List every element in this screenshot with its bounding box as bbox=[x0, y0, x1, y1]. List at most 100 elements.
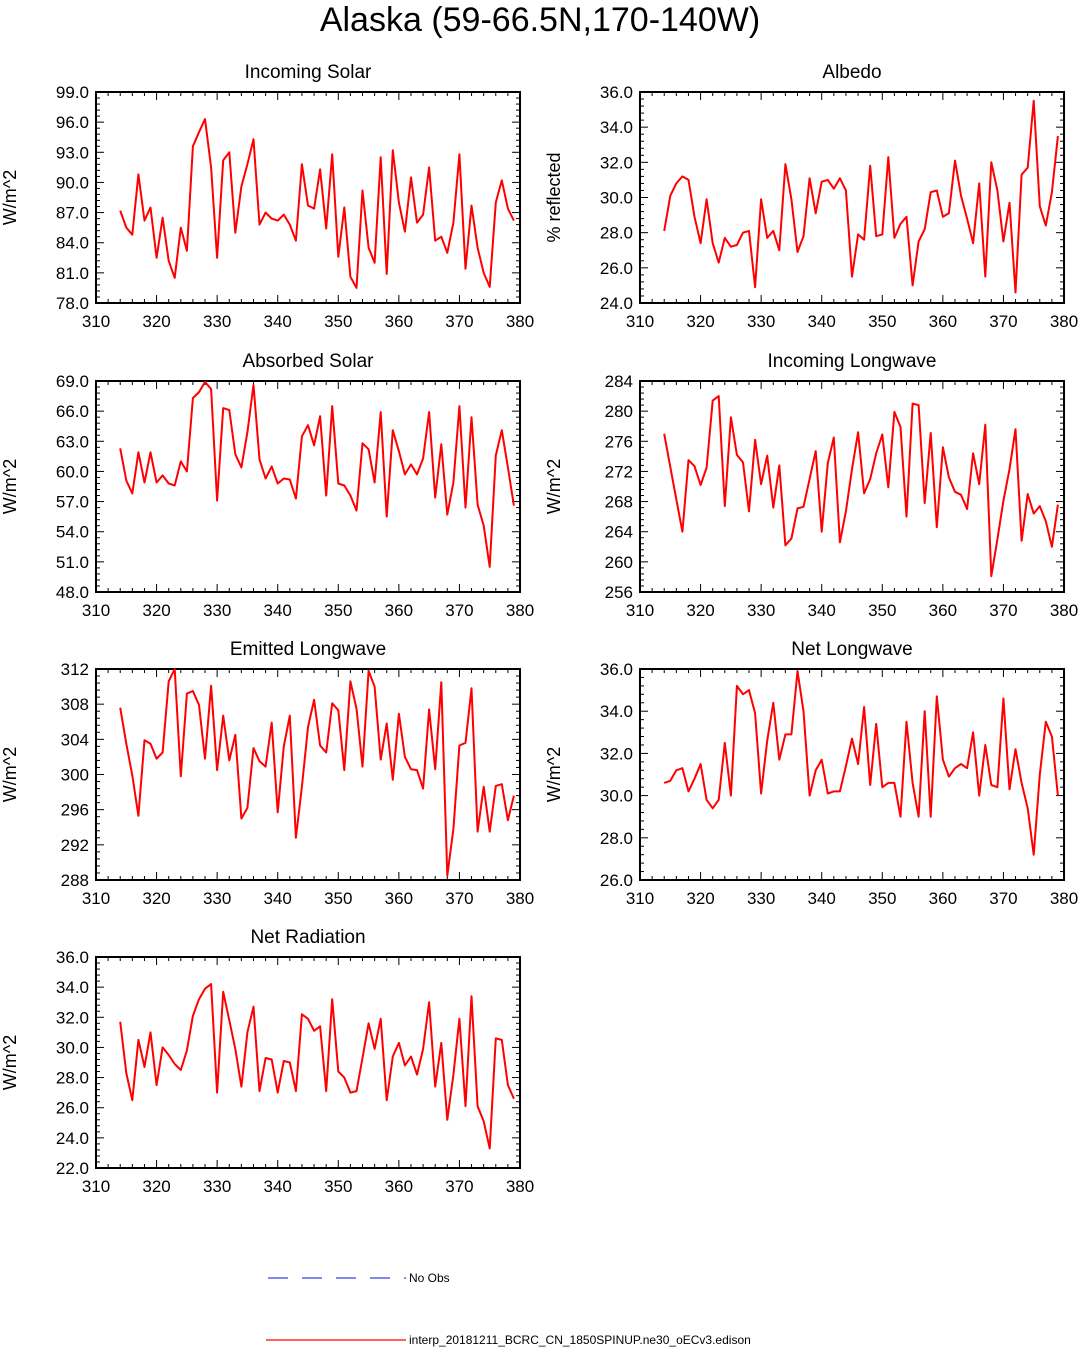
y-tick-label: 28.0 bbox=[600, 829, 633, 848]
x-tick-label: 320 bbox=[142, 889, 170, 908]
plot-frame bbox=[95, 91, 521, 304]
panel-title: Absorbed Solar bbox=[243, 351, 375, 372]
x-tick-label: 360 bbox=[385, 601, 413, 620]
y-tick-label: 36.0 bbox=[56, 948, 89, 967]
chart-panel: 310 320 330 340 350 360 370 380 78.0 81.0 84.0 87.0… bbox=[0, 62, 534, 331]
plot-frame bbox=[95, 380, 521, 593]
chart-panel: 310 320 330 340 350 360 370 380 288 292 296 300 304 3… bbox=[0, 639, 534, 908]
y-tick-label: 24.0 bbox=[600, 294, 633, 313]
y-tick-label: 34.0 bbox=[56, 978, 89, 997]
y-tick-label: 30.0 bbox=[600, 787, 633, 806]
y-tick-label: 34.0 bbox=[600, 702, 633, 721]
y-tick-label: 66.0 bbox=[56, 402, 89, 421]
y-axis-label: W/m^2 bbox=[0, 1035, 20, 1090]
y-tick-label: 30.0 bbox=[56, 1038, 89, 1057]
x-tick-label: 360 bbox=[929, 601, 957, 620]
x-tick-label: 380 bbox=[1050, 889, 1078, 908]
y-tick-label: 34.0 bbox=[600, 118, 633, 137]
x-tick-label: 380 bbox=[1050, 312, 1078, 331]
y-axis-label: W/m^2 bbox=[0, 459, 20, 514]
y-tick-label: 32.0 bbox=[600, 744, 633, 763]
y-tick-label: 276 bbox=[605, 432, 633, 451]
y-tick-label: 272 bbox=[605, 462, 633, 481]
x-tick-label: 370 bbox=[989, 601, 1017, 620]
panel-title: Net Radiation bbox=[250, 927, 365, 948]
x-tick-label: 330 bbox=[747, 601, 775, 620]
y-tick-label: 256 bbox=[605, 583, 633, 602]
y-tick-label: 32.0 bbox=[56, 1008, 89, 1027]
legend-model-label: interp_20181211_BCRC_CN_1850SPINUP.ne30_… bbox=[409, 1333, 751, 1347]
y-tick-label: 78.0 bbox=[56, 294, 89, 313]
y-tick-label: 57.0 bbox=[56, 493, 89, 512]
x-tick-label: 350 bbox=[324, 1177, 352, 1196]
chart-panel: 310 320 330 340 350 360 370 380 24.0 26.0 28.0 30.0… bbox=[544, 62, 1078, 331]
x-tick-label: 360 bbox=[385, 312, 413, 331]
y-tick-label: 26.0 bbox=[600, 871, 633, 890]
chart-panel: 310 320 330 340 350 360 370 380 256 260 264 268 272 2… bbox=[544, 351, 1078, 620]
x-tick-label: 370 bbox=[445, 312, 473, 331]
plot-frame bbox=[639, 380, 1065, 593]
y-tick-label: 81.0 bbox=[56, 264, 89, 283]
panel-title: Incoming Solar bbox=[245, 62, 372, 83]
x-tick-label: 320 bbox=[686, 601, 714, 620]
x-tick-label: 310 bbox=[82, 889, 110, 908]
chart-panel: 310 320 330 340 350 360 370 380 22.0 24.0 26.0 28.0… bbox=[0, 927, 534, 1196]
legend-obs-label: No Obs bbox=[409, 1271, 450, 1285]
panel-title: Net Longwave bbox=[791, 639, 912, 660]
x-tick-label: 310 bbox=[626, 889, 654, 908]
x-tick-label: 330 bbox=[747, 312, 775, 331]
panel-title: Emitted Longwave bbox=[230, 639, 386, 660]
x-tick-label: 330 bbox=[203, 312, 231, 331]
model-series-line bbox=[119, 983, 515, 1150]
panel-title: Incoming Longwave bbox=[768, 351, 937, 372]
x-tick-label: 330 bbox=[747, 889, 775, 908]
y-axis-label: % reflected bbox=[544, 152, 564, 242]
model-series-line bbox=[663, 395, 1059, 578]
x-tick-label: 380 bbox=[1050, 601, 1078, 620]
y-tick-label: 90.0 bbox=[56, 173, 89, 192]
y-tick-label: 284 bbox=[605, 372, 633, 391]
y-tick-label: 93.0 bbox=[56, 143, 89, 162]
x-tick-label: 310 bbox=[626, 601, 654, 620]
y-tick-label: 260 bbox=[605, 553, 633, 572]
y-tick-label: 84.0 bbox=[56, 234, 89, 253]
x-tick-label: 320 bbox=[142, 1177, 170, 1196]
x-tick-label: 320 bbox=[142, 601, 170, 620]
x-tick-label: 370 bbox=[445, 1177, 473, 1196]
y-tick-label: 48.0 bbox=[56, 583, 89, 602]
y-axis-label: W/m^2 bbox=[0, 170, 20, 225]
model-series-line bbox=[663, 670, 1059, 856]
x-tick-label: 310 bbox=[82, 1177, 110, 1196]
x-tick-label: 370 bbox=[989, 889, 1017, 908]
y-tick-label: 63.0 bbox=[56, 432, 89, 451]
y-tick-label: 296 bbox=[61, 801, 89, 820]
y-tick-label: 28.0 bbox=[56, 1069, 89, 1088]
model-series-line bbox=[119, 381, 515, 568]
x-tick-label: 310 bbox=[82, 312, 110, 331]
x-tick-label: 330 bbox=[203, 1177, 231, 1196]
y-tick-label: 51.0 bbox=[56, 553, 89, 572]
y-tick-label: 292 bbox=[61, 836, 89, 855]
x-tick-label: 350 bbox=[324, 312, 352, 331]
y-tick-label: 24.0 bbox=[56, 1129, 89, 1148]
x-tick-label: 370 bbox=[989, 312, 1017, 331]
x-tick-label: 370 bbox=[445, 601, 473, 620]
y-tick-label: 308 bbox=[61, 695, 89, 714]
y-tick-label: 280 bbox=[605, 402, 633, 421]
x-tick-label: 340 bbox=[264, 889, 292, 908]
y-tick-label: 288 bbox=[61, 871, 89, 890]
x-tick-label: 340 bbox=[264, 1177, 292, 1196]
x-tick-label: 350 bbox=[868, 601, 896, 620]
y-axis-label: W/m^2 bbox=[544, 747, 564, 802]
x-tick-label: 340 bbox=[808, 601, 836, 620]
x-tick-label: 320 bbox=[686, 312, 714, 331]
x-tick-label: 340 bbox=[264, 601, 292, 620]
x-tick-label: 360 bbox=[385, 1177, 413, 1196]
x-tick-label: 360 bbox=[385, 889, 413, 908]
x-tick-label: 330 bbox=[203, 889, 231, 908]
chart-panel: 310 320 330 340 350 360 370 380 26.0 28.0 30.0 32.0… bbox=[544, 639, 1078, 908]
y-tick-label: 312 bbox=[61, 660, 89, 679]
y-tick-label: 99.0 bbox=[56, 83, 89, 102]
x-tick-label: 310 bbox=[626, 312, 654, 331]
